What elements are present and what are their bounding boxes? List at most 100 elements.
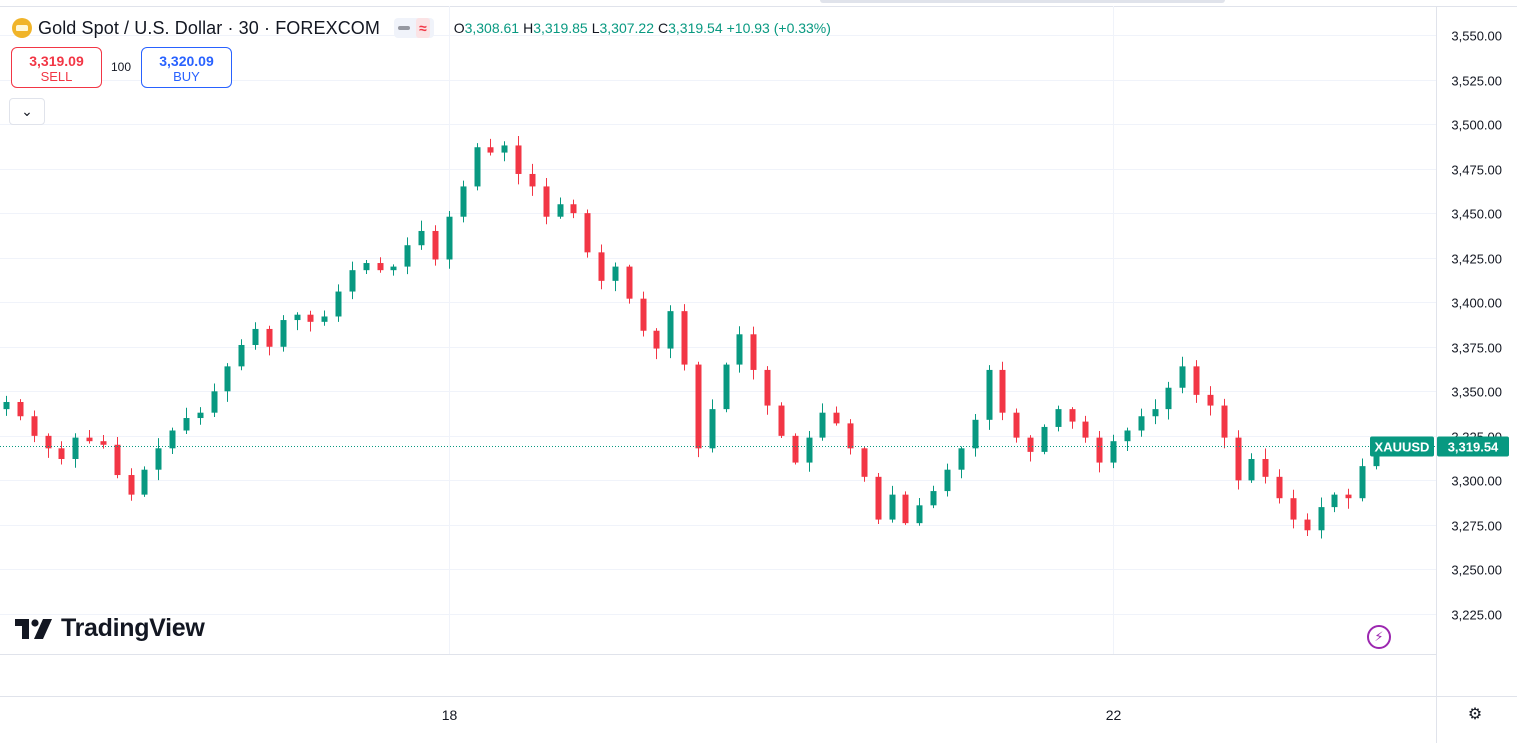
candle-body [474,147,481,187]
candle [1179,356,1186,394]
candle [778,402,785,438]
candle [1331,492,1338,513]
candle [155,438,162,481]
wave-icon: ≈ [416,18,430,38]
candle [1027,435,1034,462]
y-tick-label: 3,275.00 [1451,519,1502,534]
candle-body [446,216,453,260]
candle [1165,381,1172,420]
candle [224,363,231,402]
candle [1152,399,1159,425]
candle-body [764,369,771,406]
candle-body [750,334,757,370]
candle-body [1373,448,1380,467]
candle [335,284,342,322]
collapse-button[interactable]: ⌄ [9,98,45,125]
candle [418,220,425,250]
candle-body [653,330,660,349]
candle [902,491,909,525]
candle [460,180,467,223]
buy-label: BUY [173,69,200,84]
candle-body [667,311,674,349]
candle-body [944,469,951,492]
candle-body [1193,366,1200,395]
candle-body [1276,476,1283,499]
y-tick-label: 3,475.00 [1451,163,1502,178]
candle [930,485,937,509]
candle [1193,360,1200,403]
symbol-title[interactable]: Gold Spot / U.S. Dollar · 30 · FOREXCOM [38,17,380,38]
candle [916,497,923,526]
candle-body [377,263,384,271]
candle-body [58,448,65,460]
candle [1207,386,1214,416]
change-value: +10.93 (+0.33%) [726,20,831,36]
candle [1082,415,1089,443]
candle-body [709,409,716,449]
candle-body [515,145,522,174]
candle-body [390,266,397,271]
candle [363,260,370,274]
candle [557,197,564,219]
candle [17,399,24,421]
candle [1304,513,1311,537]
quantity[interactable]: 100 [111,60,132,74]
candle-body [557,204,564,217]
candle-body [1207,394,1214,406]
candle [1110,434,1117,469]
candle [211,383,218,417]
candle-body [1013,412,1020,438]
candle [958,446,965,479]
candle-body [1179,366,1186,388]
candle-body [543,186,550,217]
candle [501,141,508,162]
last-price-tag: XAUUSD 3,319.54 [1370,436,1509,457]
logo-text: TradingView [61,614,205,642]
candle-body [1304,519,1311,531]
tag-price: 3,319.54 [1448,440,1499,455]
candle-body [626,266,633,299]
time-axis: 182223242526 [442,707,1122,723]
candle [45,433,52,458]
candle-body [17,401,24,417]
settings-icon[interactable]: ⚙ [1467,706,1483,723]
candle-body [1096,437,1103,463]
candle [819,403,826,441]
candle [58,441,65,465]
candle-body [986,369,993,420]
buy-price: 3,320.09 [159,53,214,69]
lightning-icon[interactable]: ⚡ [1367,625,1391,649]
candle-body [294,314,301,321]
candle [584,209,591,258]
candle-body [723,364,730,410]
candle-body [238,344,245,367]
buy-button[interactable]: 3,320.09 BUY [141,47,232,88]
candle-body [1152,409,1159,417]
tradingview-logo[interactable]: TradingView [15,614,205,643]
candle [750,326,757,380]
candle-body [529,173,536,187]
indicator-toggle[interactable]: ≈ [394,18,434,38]
candle [169,427,176,455]
candle-body [155,448,162,470]
candle [3,395,10,416]
candle [1318,497,1325,539]
candle-body [1110,441,1117,463]
symbol-header[interactable]: Gold Spot / U.S. Dollar · 30 · FOREXCOM … [12,14,831,42]
y-tick-label: 3,425.00 [1451,252,1502,267]
minus-icon [398,26,410,30]
candle-body [736,334,743,365]
candle-body [404,245,411,267]
candle [1262,448,1269,484]
candle [972,414,979,457]
candle-body [72,437,79,460]
candle-body [1138,416,1145,431]
sell-button[interactable]: 3,319.09 SELL [11,47,102,88]
candle [141,466,148,497]
candle-body [197,412,204,419]
candle-body [280,320,287,347]
candle [197,407,204,425]
candle-body [681,311,688,365]
candle [183,407,190,434]
